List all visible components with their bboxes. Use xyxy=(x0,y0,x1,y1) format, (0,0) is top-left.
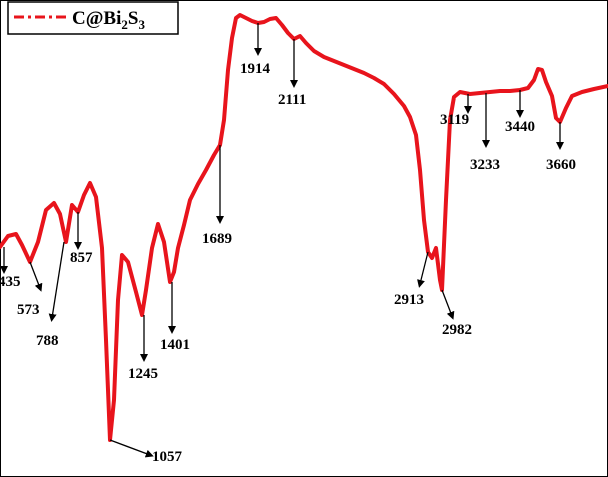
peak-annotation-1401: 1401 xyxy=(160,282,190,353)
legend-label-main: C@Bi xyxy=(72,8,121,29)
peak-annotation-1245: 1245 xyxy=(128,315,158,382)
legend-label-sub1: 2 xyxy=(121,17,128,32)
peak-label: 857 xyxy=(70,250,93,266)
peak-annotation-3660: 3660 xyxy=(546,122,576,173)
legend-label: C@Bi2S3 xyxy=(72,8,145,32)
peak-label: 1914 xyxy=(240,61,271,77)
peak-label: 1245 xyxy=(128,366,158,382)
peak-annotation-788: 788 xyxy=(36,241,65,349)
peak-label: 1401 xyxy=(160,337,190,353)
peak-label: 2982 xyxy=(442,322,472,338)
legend-label-mid: S xyxy=(128,8,139,29)
peak-label: 2913 xyxy=(394,292,424,308)
peak-annotation-1689: 1689 xyxy=(202,145,232,247)
peak-label: 3660 xyxy=(546,157,576,173)
peak-arrow xyxy=(417,251,429,288)
peak-label: 1057 xyxy=(152,449,183,465)
peak-label: 1689 xyxy=(202,231,232,247)
peak-label: 3440 xyxy=(505,119,535,135)
peak-annotation-3233: 3233 xyxy=(470,93,500,173)
peak-annotation-3119: 3119 xyxy=(440,94,472,128)
peak-label: 3233 xyxy=(470,157,500,173)
peak-annotation-1914: 1914 xyxy=(240,23,271,77)
peak-annotation-857: 857 xyxy=(70,212,93,266)
peak-label: 435 xyxy=(0,274,21,290)
peak-annotation-435: 435 xyxy=(0,247,21,290)
peak-arrow xyxy=(441,289,455,320)
peak-label: 788 xyxy=(36,333,59,349)
peak-arrow xyxy=(109,439,154,458)
peak-label: 573 xyxy=(17,302,40,318)
peak-arrow xyxy=(48,241,65,322)
peak-annotation-1057: 1057 xyxy=(109,439,183,465)
legend: C@Bi2S3 xyxy=(7,1,179,35)
peak-annotation-2982: 2982 xyxy=(441,289,472,338)
legend-label-sub2: 3 xyxy=(138,17,145,32)
peak-annotation-2913: 2913 xyxy=(394,251,429,308)
series-line-0 xyxy=(0,13,608,442)
series-layer xyxy=(0,13,608,442)
peak-arrow xyxy=(29,261,43,292)
peak-label: 2111 xyxy=(278,92,306,108)
peak-annotation-573: 573 xyxy=(17,261,43,318)
peak-annotation-3440: 3440 xyxy=(505,90,535,135)
peak-label: 3119 xyxy=(440,112,469,128)
peak-annotation-2111: 2111 xyxy=(278,39,306,108)
